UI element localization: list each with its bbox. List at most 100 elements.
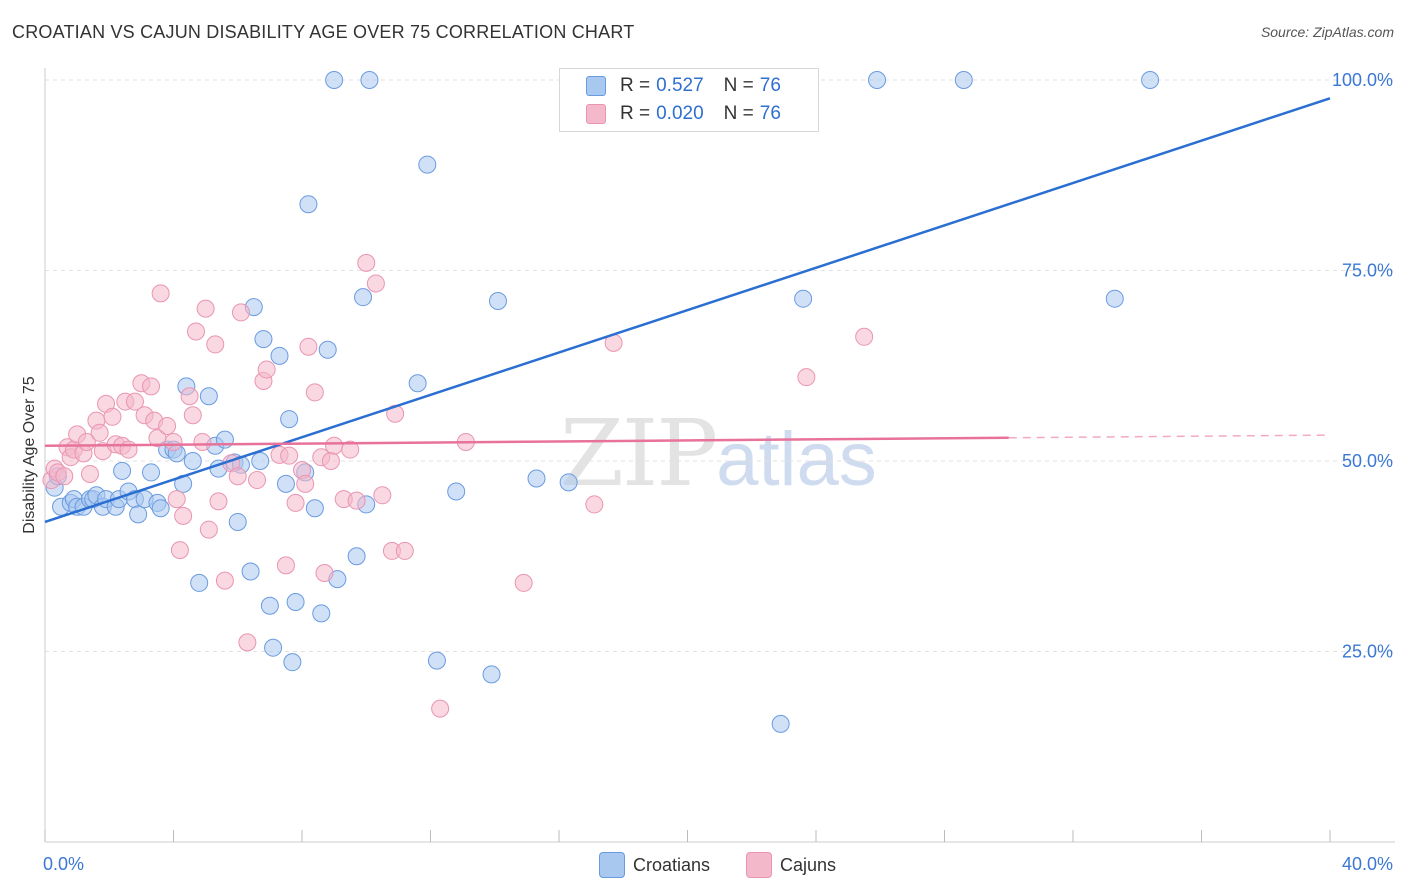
cajuns-point [325,436,344,455]
croatians-point [794,289,813,308]
croatians-point [954,71,973,89]
cajuns-label: Cajuns [780,854,837,875]
croatians-point [354,288,373,307]
croatians-point [1105,289,1124,308]
cajuns-point [276,556,295,575]
cajuns-point [347,491,366,510]
cajuns-point [164,432,183,451]
legend-n-label: N = [723,103,754,124]
cajuns-point [151,284,170,303]
croatians-point [347,547,366,566]
cajuns-point [299,337,318,356]
cajuns-point [257,360,276,379]
croatians-point [142,463,161,482]
series-legend: Croatians Cajuns [0,852,1406,878]
cajuns-point [80,464,99,483]
cajuns-point [196,299,215,318]
croatians-point [254,330,273,349]
croatians-points [45,71,1160,733]
croatians-point [488,291,507,310]
croatians-point [299,195,318,214]
cajuns-point [170,541,189,560]
y-tick-label: 100.0% [1332,70,1393,90]
cajuns-point [280,446,299,465]
legend-item-cajuns[interactable]: Cajuns [746,852,836,878]
croatians-point [559,473,578,492]
cajuns-point [215,571,234,590]
cajuns-point [395,541,414,560]
cajuns-point [855,327,874,346]
cajuns-point [514,573,533,592]
chart-title: CROATIAN VS CAJUN DISABILITY AGE OVER 75… [12,22,635,42]
croatians-point [868,71,887,89]
cajuns-point [228,467,247,486]
cajuns-point [206,335,225,354]
cajuns-point [431,699,450,718]
croatians-point [447,482,466,501]
croatians-trend-line [44,97,1331,524]
x-tick-label: 40.0% [1342,854,1393,874]
legend-n-label: N = [723,75,754,96]
croatians-point [286,592,305,611]
legend-r-value: 0.020 [656,103,704,124]
croatians-swatch [599,852,625,878]
croatians-point [183,452,202,470]
croatians-point [427,651,446,670]
croatians-point [771,714,790,733]
croatians-point [129,505,148,524]
watermark: ZIPatlas [560,400,877,507]
legend-row-croatians: R = 0.527 N = 76 [586,74,781,98]
croatians-point [418,155,437,174]
source-label: Source: ZipAtlas.com [1260,24,1394,40]
croatians-point [190,573,209,592]
cajuns-point [357,253,376,272]
cajuns-point [125,392,144,411]
trend-lines [44,97,1331,524]
legend-swatch-pink [586,104,606,124]
cajuns-point [119,440,138,459]
cajuns-point [193,432,212,451]
cajuns-point [248,471,267,490]
stats-legend: R = 0.527 N = 76 R = 0.020 N = 76 [559,68,819,132]
croatians-point [260,596,279,615]
y-axis-label: Disability Age Over 75 [21,376,38,534]
croatians-point [325,71,344,89]
legend-r-label: R = [620,103,651,124]
croatians-point [215,430,234,449]
cajuns-trend-line [44,436,1009,448]
watermark-atlas: atlas [716,417,877,502]
croatians-point [251,452,270,470]
croatians-point [228,512,247,531]
legend-item-croatians[interactable]: Croatians [599,852,710,878]
x-tick-label: 0.0% [43,854,84,874]
croatians-point [408,374,427,393]
croatians-point [264,638,283,657]
cajuns-point [55,467,74,486]
cajuns-point [180,387,199,406]
tick-labels: 25.0% 50.0% 75.0% 100.0% 0.0% 40.0% [43,70,1393,874]
croatians-point [305,499,324,518]
croatians-point [312,604,331,623]
croatians-point [241,562,260,581]
cajuns-point [199,520,218,539]
croatians-point [360,71,379,89]
cajuns-point [103,407,122,426]
cajuns-point [286,493,305,512]
y-tick-label: 25.0% [1342,642,1393,662]
cajuns-point [341,440,360,459]
cajuns-point [174,506,193,525]
croatians-point [1141,71,1160,89]
legend-r-label: R = [620,75,651,96]
croatians-point [527,469,546,488]
croatians-point [482,665,501,684]
axes [44,68,1395,843]
cajuns-point [186,322,205,341]
y-tick-label: 50.0% [1342,451,1393,471]
cajuns-point [585,495,604,514]
legend-row-cajuns: R = 0.020 N = 76 [586,102,781,126]
cajuns-point [305,383,324,402]
croatians-point [199,387,218,406]
cajuns-point [167,490,186,509]
cajuns-point [231,303,250,322]
